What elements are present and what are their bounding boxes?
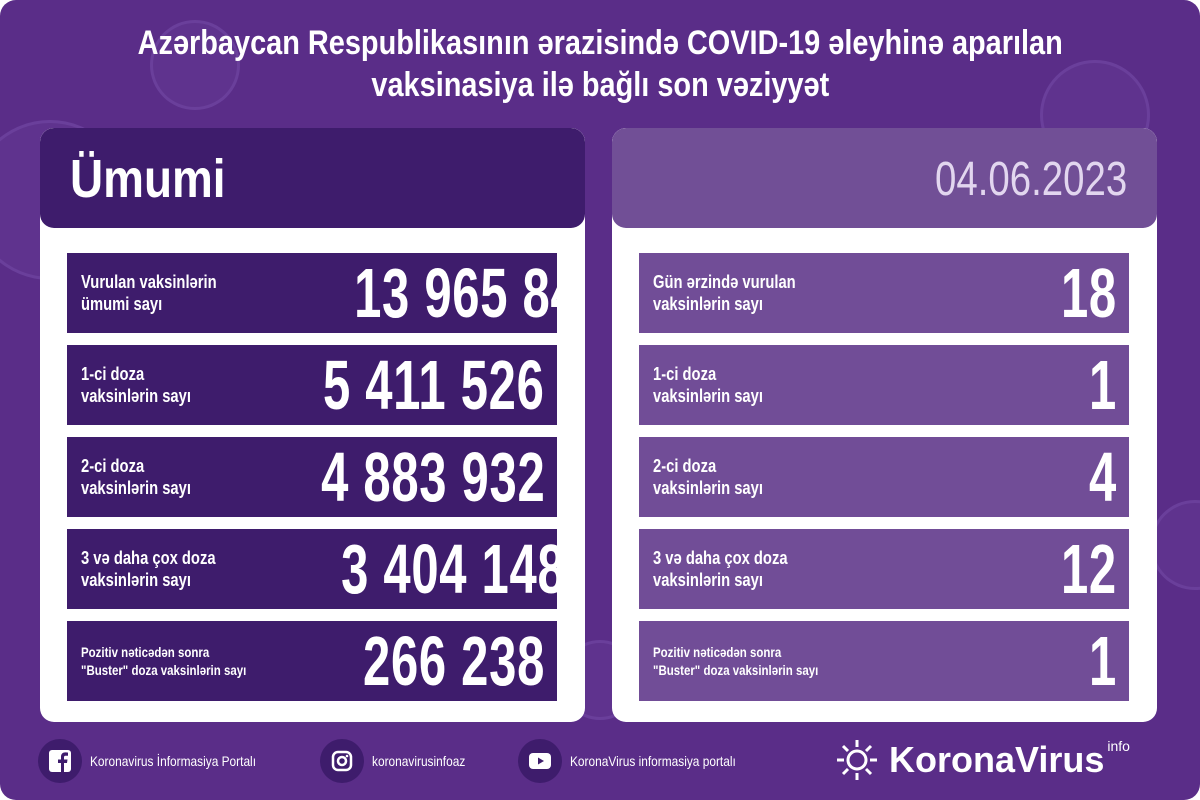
facebook-link[interactable]: Koronavirus İnformasiya Portalı <box>38 736 285 786</box>
stat-row: Gün ərzində vurulan vaksinlərin sayı 18 <box>639 253 1129 333</box>
daily-panel: 04.06.2023 Gün ərzində vurulan vaksinləri… <box>612 128 1157 722</box>
stat-value: 1 <box>1089 346 1117 424</box>
sun-virus-icon <box>837 740 877 780</box>
stat-value: 13 965 844 <box>354 254 585 332</box>
stat-row: Pozitiv nəticədən sonra "Buster" doza vak… <box>67 621 557 701</box>
stat-value: 4 <box>1089 438 1117 516</box>
instagram-link[interactable]: koronavirusinfoaz <box>320 736 482 786</box>
stat-label: 2-ci doza vaksinlərin sayı <box>81 456 191 498</box>
stat-row: Pozitiv nəticədən sonra "Buster" doza vak… <box>639 621 1129 701</box>
stat-row: 2-ci doza vaksinlərin sayı 4 883 932 <box>67 437 557 517</box>
stat-value: 266 238 <box>362 622 545 700</box>
page-title: Azərbaycan Respublikasının ərazisində CO… <box>137 24 1063 104</box>
stat-value: 3 404 148 <box>341 530 566 608</box>
stat-value: 12 <box>1061 530 1117 608</box>
stat-value: 5 411 526 <box>323 346 545 424</box>
youtube-link[interactable]: KoronaVirus informasiya portalı <box>518 736 765 786</box>
stat-label: 3 və daha çox doza vaksinlərin sayı <box>81 548 216 590</box>
stat-row: 3 və daha çox doza vaksinlərin sayı 3 404… <box>67 529 565 609</box>
date-header: 04.06.2023 <box>612 128 1157 228</box>
facebook-icon <box>38 739 82 783</box>
stat-label: 3 və daha çox doza vaksinlərin sayı <box>653 548 788 590</box>
youtube-icon <box>518 739 562 783</box>
stat-label: 1-ci doza vaksinlərin sayı <box>653 364 763 406</box>
total-header: Ümumi <box>40 128 585 228</box>
stat-value: 4 883 932 <box>320 438 545 516</box>
stat-row: 1-ci doza vaksinlərin sayı 1 <box>639 345 1129 425</box>
total-panel: Ümumi Vurulan vaksinlərin ümumi sayı 13 9… <box>40 128 585 722</box>
stat-label: 1-ci doza vaksinlərin sayı <box>81 364 191 406</box>
stat-label: Pozitiv nəticədən sonra "Buster" doza vak… <box>653 644 819 678</box>
stat-row: 3 və daha çox doza vaksinlərin sayı 12 <box>639 529 1129 609</box>
koronavirus-logo: KoronaVirus info <box>835 738 1130 782</box>
instagram-icon <box>320 739 364 783</box>
stat-label: Gün ərzində vurulan vaksinlərin sayı <box>653 272 796 314</box>
stat-label: Pozitiv nəticədən sonra "Buster" doza vak… <box>81 644 247 678</box>
stat-label: Vurulan vaksinlərin ümumi sayı <box>81 272 217 314</box>
virus-decoration <box>150 20 240 110</box>
stat-label: 2-ci doza vaksinlərin sayı <box>653 456 763 498</box>
stat-row: Vurulan vaksinlərin ümumi sayı 13 965 844 <box>67 253 585 333</box>
stat-value: 18 <box>1061 254 1117 332</box>
stat-value: 1 <box>1089 622 1117 700</box>
stat-row: 2-ci doza vaksinlərin sayı 4 <box>639 437 1129 517</box>
stat-row: 1-ci doza vaksinlərin sayı 5 411 526 <box>67 345 557 425</box>
virus-decoration <box>1150 500 1200 590</box>
